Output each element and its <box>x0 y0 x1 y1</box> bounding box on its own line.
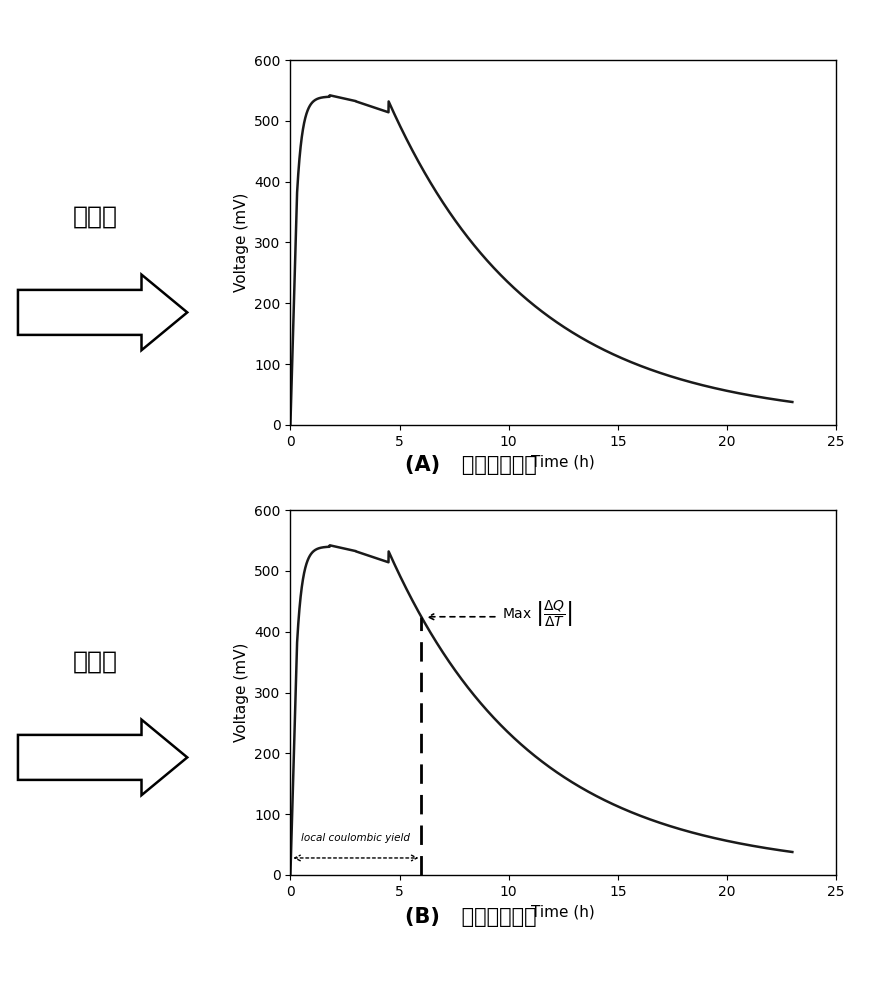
X-axis label: Time (h): Time (h) <box>532 904 595 919</box>
Y-axis label: Voltage (mV): Voltage (mV) <box>234 193 249 292</box>
Text: Max $\left|\dfrac{\Delta Q}{\Delta T}\right|$: Max $\left|\dfrac{\Delta Q}{\Delta T}\ri… <box>502 599 573 629</box>
Y-axis label: Voltage (mV): Voltage (mV) <box>234 643 249 742</box>
Text: 电信号: 电信号 <box>73 650 118 674</box>
Text: (A)   常规电压采集: (A) 常规电压采集 <box>405 455 537 475</box>
X-axis label: Time (h): Time (h) <box>532 454 595 469</box>
Text: local coulombic yield: local coulombic yield <box>301 833 410 843</box>
FancyArrow shape <box>18 275 187 350</box>
FancyArrow shape <box>18 720 187 795</box>
Text: 电信号: 电信号 <box>73 205 118 229</box>
Text: (B)   新式电压采集: (B) 新式电压采集 <box>405 907 537 927</box>
